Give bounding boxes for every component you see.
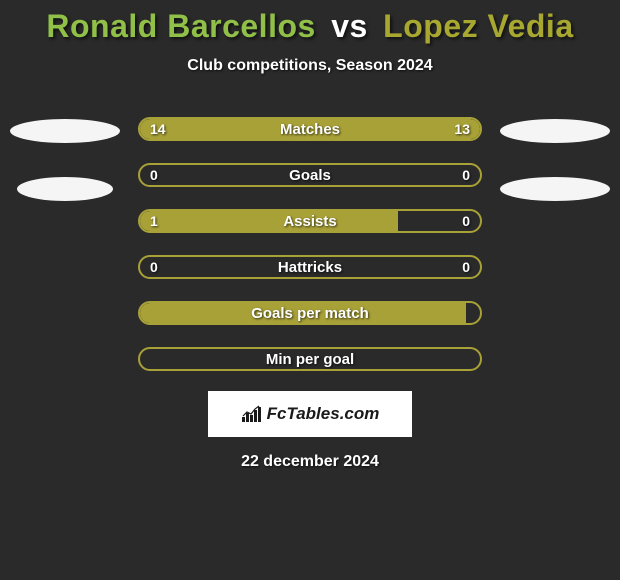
stat-label: Min per goal (140, 349, 480, 369)
player1-name: Ronald Barcellos (46, 8, 315, 44)
right-ellipse-col (500, 117, 610, 201)
footer: FcTables.com 22 december 2024 (208, 391, 412, 471)
stat-bar: 1413Matches (138, 117, 482, 141)
stat-label: Matches (140, 119, 480, 139)
stat-label: Goals (140, 165, 480, 185)
logo-text: FcTables.com (267, 404, 380, 424)
logo-box: FcTables.com (208, 391, 412, 437)
stat-label: Assists (140, 211, 480, 231)
player-badge-right (500, 119, 610, 143)
stat-label: Goals per match (140, 303, 480, 323)
stat-bar: 00Goals (138, 163, 482, 187)
stat-label: Hattricks (140, 257, 480, 277)
stat-bar: Min per goal (138, 347, 482, 371)
chart-icon (241, 405, 263, 423)
stats-area: 1413Matches 00Goals 10Assists 00Hattricks Go… (0, 117, 620, 371)
player2-name: Lopez Vedia (383, 8, 573, 44)
left-ellipse-col (10, 117, 120, 201)
comparison-card: Ronald Barcellos vs Lopez Vedia Club com… (0, 0, 620, 471)
subtitle: Club competitions, Season 2024 (187, 57, 432, 75)
date: 22 december 2024 (241, 453, 379, 471)
title: Ronald Barcellos vs Lopez Vedia (46, 8, 573, 45)
stat-bar: 00Hattricks (138, 255, 482, 279)
stat-bar: Goals per match (138, 301, 482, 325)
player-badge-left (17, 177, 113, 201)
vs-label: vs (331, 8, 368, 44)
player-badge-right (500, 177, 610, 201)
bars-column: 1413Matches 00Goals 10Assists 00Hattricks Go… (138, 117, 482, 371)
player-badge-left (10, 119, 120, 143)
stat-bar: 10Assists (138, 209, 482, 233)
